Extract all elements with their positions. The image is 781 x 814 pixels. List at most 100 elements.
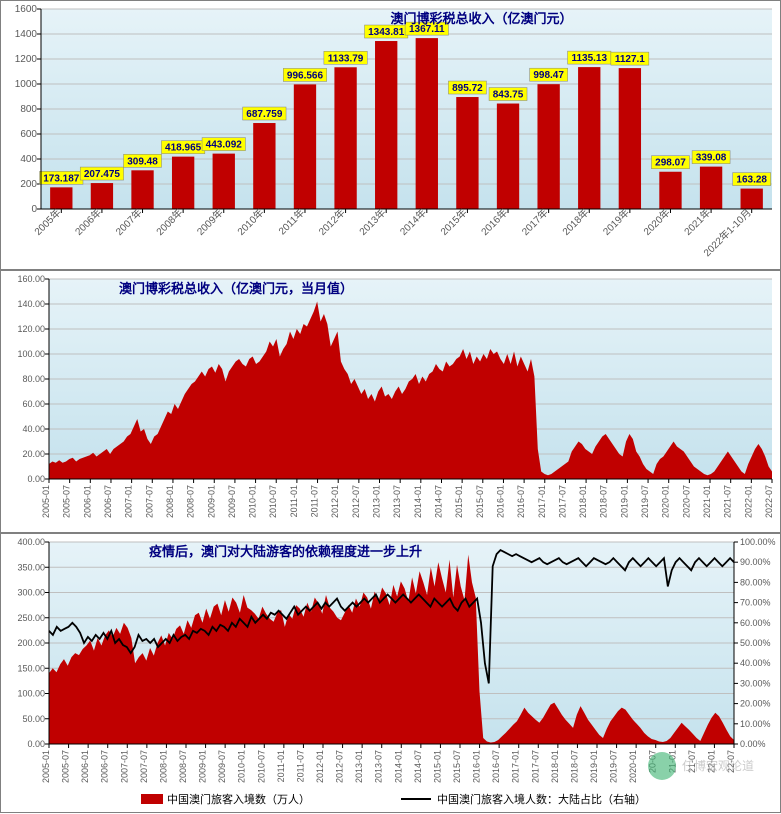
svg-text:309.48: 309.48 xyxy=(127,156,158,167)
svg-text:2006年: 2006年 xyxy=(72,206,104,238)
svg-text:2011-07: 2011-07 xyxy=(295,750,305,782)
svg-text:2017-01: 2017-01 xyxy=(537,485,547,518)
svg-text:澳门博彩税总收入（亿澳门元）: 澳门博彩税总收入（亿澳门元） xyxy=(390,11,572,26)
svg-text:1400: 1400 xyxy=(15,29,38,40)
svg-text:2019-07: 2019-07 xyxy=(640,485,650,518)
svg-text:2008-07: 2008-07 xyxy=(178,750,188,783)
svg-text:100.00: 100.00 xyxy=(17,689,45,699)
svg-text:0.00: 0.00 xyxy=(27,474,45,484)
svg-text:0.00%: 0.00% xyxy=(740,739,766,749)
svg-text:2013-07: 2013-07 xyxy=(392,485,402,518)
svg-text:100.00%: 100.00% xyxy=(740,537,776,547)
svg-text:90.00%: 90.00% xyxy=(740,557,771,567)
svg-text:2013年: 2013年 xyxy=(356,206,388,238)
svg-text:2014-01: 2014-01 xyxy=(413,485,423,518)
svg-text:30.00%: 30.00% xyxy=(740,678,771,688)
svg-text:2010-01: 2010-01 xyxy=(248,485,258,518)
svg-text:50.00%: 50.00% xyxy=(740,638,771,648)
svg-text:2015-07: 2015-07 xyxy=(452,750,462,783)
svg-text:2020-01: 2020-01 xyxy=(628,750,638,783)
svg-text:1200: 1200 xyxy=(15,54,38,65)
svg-text:2017年: 2017年 xyxy=(519,206,551,238)
svg-text:2006-01: 2006-01 xyxy=(80,750,90,783)
svg-text:1343.81: 1343.81 xyxy=(368,27,405,38)
svg-text:300.00: 300.00 xyxy=(17,588,45,598)
svg-text:998.47: 998.47 xyxy=(533,70,564,81)
svg-text:2009-01: 2009-01 xyxy=(206,485,216,518)
svg-text:2007年: 2007年 xyxy=(113,206,145,238)
svg-text:2019-01: 2019-01 xyxy=(589,750,599,783)
svg-text:2016-01: 2016-01 xyxy=(472,750,482,783)
svg-text:1127.1: 1127.1 xyxy=(615,54,645,65)
svg-text:2017-01: 2017-01 xyxy=(511,750,521,783)
svg-text:350.00: 350.00 xyxy=(17,562,45,572)
svg-text:2011-01: 2011-01 xyxy=(289,485,299,517)
svg-text:2014-07: 2014-07 xyxy=(413,750,423,783)
svg-text:2021-01: 2021-01 xyxy=(702,485,712,518)
svg-text:173.187: 173.187 xyxy=(43,173,80,184)
chart3-svg: 0.0050.00100.00150.00200.00250.00300.003… xyxy=(1,534,781,814)
svg-text:2008-01: 2008-01 xyxy=(158,750,168,783)
svg-text:40.00%: 40.00% xyxy=(740,658,771,668)
svg-text:2009-07: 2009-07 xyxy=(217,750,227,783)
svg-text:207.475: 207.475 xyxy=(84,169,121,180)
svg-text:70.00%: 70.00% xyxy=(740,598,771,608)
svg-text:2012-01: 2012-01 xyxy=(315,750,325,783)
svg-text:2010年: 2010年 xyxy=(234,206,266,238)
svg-text:250.00: 250.00 xyxy=(17,613,45,623)
svg-text:2006-07: 2006-07 xyxy=(100,750,110,783)
svg-text:2012-07: 2012-07 xyxy=(335,750,345,783)
svg-text:2010-07: 2010-07 xyxy=(256,750,266,783)
svg-text:800: 800 xyxy=(20,104,37,115)
svg-text:2007-07: 2007-07 xyxy=(144,485,154,518)
svg-text:1135.13: 1135.13 xyxy=(571,53,607,64)
svg-text:2022-01: 2022-01 xyxy=(743,485,753,518)
svg-text:400: 400 xyxy=(20,154,37,165)
svg-text:2011-07: 2011-07 xyxy=(310,485,320,517)
svg-text:418.965: 418.965 xyxy=(165,143,202,154)
svg-text:298.07: 298.07 xyxy=(655,158,686,169)
svg-text:40.00: 40.00 xyxy=(22,424,45,434)
svg-text:2015年: 2015年 xyxy=(438,206,470,238)
svg-text:2005-07: 2005-07 xyxy=(62,485,72,518)
svg-text:2016-07: 2016-07 xyxy=(516,485,526,518)
svg-text:200.00: 200.00 xyxy=(17,638,45,648)
svg-text:2017-07: 2017-07 xyxy=(557,485,567,518)
svg-text:687.759: 687.759 xyxy=(246,109,283,120)
svg-text:163.28: 163.28 xyxy=(736,175,767,186)
svg-text:2005-01: 2005-01 xyxy=(41,750,51,783)
svg-text:2020-01: 2020-01 xyxy=(661,485,671,518)
svg-text:2009-01: 2009-01 xyxy=(198,750,208,783)
svg-text:996.566: 996.566 xyxy=(287,70,324,81)
svg-text:2019-07: 2019-07 xyxy=(609,750,619,783)
svg-text:443.092: 443.092 xyxy=(206,140,243,151)
svg-text:2008年: 2008年 xyxy=(153,206,185,238)
svg-text:2010-07: 2010-07 xyxy=(268,485,278,518)
svg-text:2016-01: 2016-01 xyxy=(495,485,505,518)
svg-text:2008-07: 2008-07 xyxy=(186,485,196,518)
svg-text:895.72: 895.72 xyxy=(452,83,483,94)
svg-text:2015-01: 2015-01 xyxy=(432,750,442,783)
svg-text:2011年: 2011年 xyxy=(276,206,307,237)
svg-text:2009-07: 2009-07 xyxy=(227,485,237,518)
svg-text:2018年: 2018年 xyxy=(559,206,591,238)
svg-text:2006-07: 2006-07 xyxy=(103,485,113,518)
svg-text:1600: 1600 xyxy=(15,4,38,15)
svg-text:澳门博彩税总收入（亿澳门元，当月值）: 澳门博彩税总收入（亿澳门元，当月值） xyxy=(119,281,353,296)
svg-text:2007-01: 2007-01 xyxy=(119,750,129,783)
svg-text:400.00: 400.00 xyxy=(17,537,45,547)
svg-text:843.75: 843.75 xyxy=(493,90,524,101)
svg-text:2008-01: 2008-01 xyxy=(165,485,175,518)
svg-text:200: 200 xyxy=(20,179,37,190)
svg-text:2005-07: 2005-07 xyxy=(61,750,71,783)
svg-text:2018-07: 2018-07 xyxy=(569,750,579,783)
svg-text:2019年: 2019年 xyxy=(600,206,632,238)
panel-annual-tax: 02004006008001000120014001600173.187207.… xyxy=(0,0,781,270)
svg-text:2010-01: 2010-01 xyxy=(237,750,247,783)
svg-text:120.00: 120.00 xyxy=(17,324,45,334)
svg-text:2012-07: 2012-07 xyxy=(351,485,361,518)
svg-text:20.00: 20.00 xyxy=(22,449,45,459)
svg-text:中国澳门旅客入境数（万人）: 中国澳门旅客入境数（万人） xyxy=(167,792,310,806)
svg-text:2013-01: 2013-01 xyxy=(354,750,364,783)
svg-text:2007-07: 2007-07 xyxy=(139,750,149,783)
